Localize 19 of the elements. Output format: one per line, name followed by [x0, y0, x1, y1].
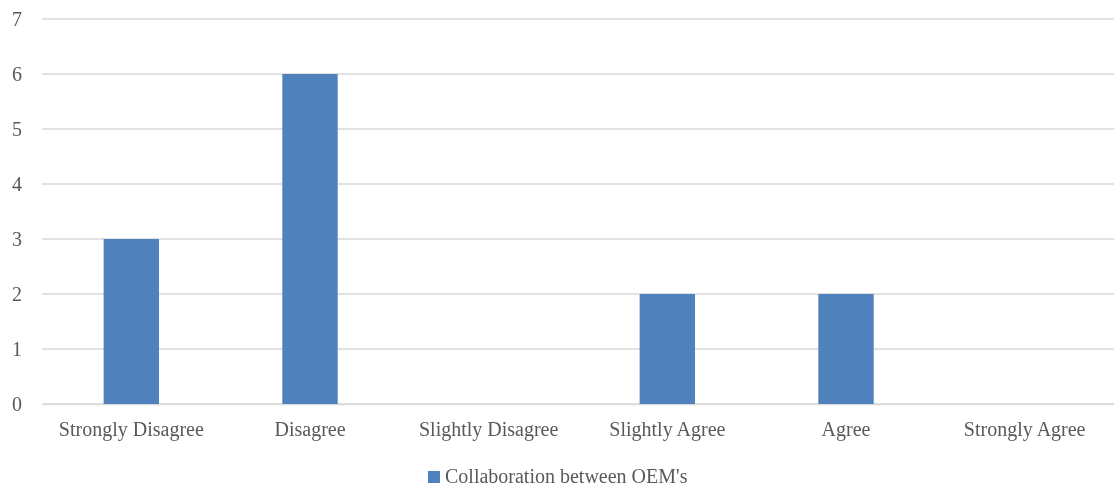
bar — [818, 294, 874, 404]
y-tick-label: 6 — [12, 62, 22, 85]
y-tick-label: 0 — [12, 392, 22, 415]
y-tick-label: 5 — [12, 117, 22, 140]
x-tick-label: Agree — [821, 418, 871, 442]
y-tick-label: 1 — [12, 337, 22, 360]
x-tick-label: Strongly Disagree — [58, 418, 204, 442]
legend-label: Collaboration between OEM's — [445, 465, 688, 487]
y-tick-label: 3 — [12, 227, 22, 250]
bar — [103, 239, 160, 404]
y-tick-label: 4 — [12, 172, 22, 195]
x-tick-label: Disagree — [274, 418, 346, 442]
x-tick-label: Slightly Disagree — [418, 418, 559, 442]
y-tick-label: 7 — [12, 7, 22, 30]
bar — [282, 74, 338, 404]
bar — [639, 294, 696, 404]
y-tick-label: 2 — [12, 282, 22, 305]
x-tick-label: Strongly Agree — [963, 418, 1086, 442]
x-tick-label: Slightly Agree — [609, 418, 726, 442]
